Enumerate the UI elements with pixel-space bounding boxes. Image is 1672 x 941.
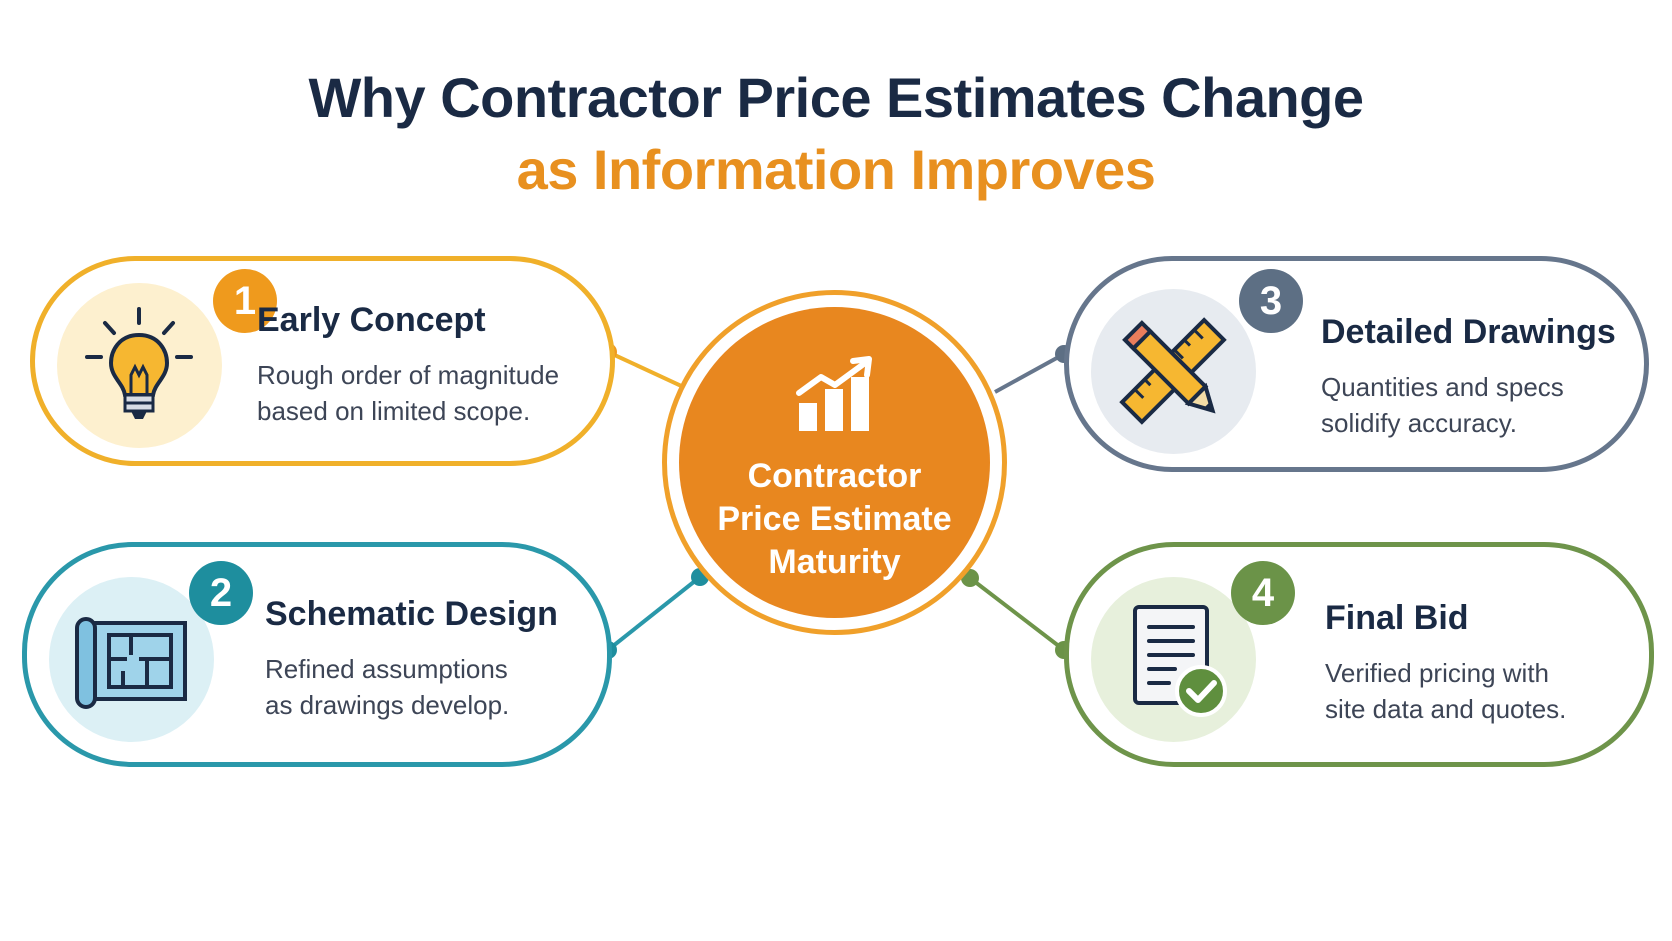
blueprint-icon <box>49 577 214 742</box>
center-label: Contractor Price Estimate Maturity <box>679 455 990 584</box>
stage-card-detailed-drawings: 3 Detailed Drawings Quantities and specs… <box>1064 256 1649 472</box>
page-title: Why Contractor Price Estimates Change <box>308 66 1364 129</box>
center-label-line: Price Estimate <box>717 500 952 538</box>
connector-2 <box>606 575 702 652</box>
stage-title: Detailed Drawings <box>1321 313 1616 351</box>
stage-card-final-bid: 4 Final Bid Verified pricing with site d… <box>1064 542 1654 767</box>
title-block: Why Contractor Price Estimates Change as… <box>0 62 1672 206</box>
center-hub: Contractor Price Estimate Maturity <box>662 290 1007 635</box>
stage-description: Rough order of magnitude based on limite… <box>257 357 597 429</box>
stage-description-line: solidify accuracy. <box>1321 408 1518 438</box>
ruler-pencil-icon <box>1091 289 1256 454</box>
connector-3 <box>994 352 1065 394</box>
center-hub-fill: Contractor Price Estimate Maturity <box>679 307 990 618</box>
page-subtitle: as Information Improves <box>516 138 1156 201</box>
stage-description-line: Refined assumptions <box>265 654 508 684</box>
stage-description-line: as drawings develop. <box>265 690 510 720</box>
lightbulb-icon <box>57 283 222 448</box>
step-badge-3: 3 <box>1239 269 1303 333</box>
stage-title: Schematic Design <box>265 595 558 633</box>
stage-description-line: Rough order of magnitude <box>257 360 560 390</box>
stage-card-schematic-design: 2 Schematic Design Refined assumptions a… <box>22 542 612 767</box>
stage-description: Verified pricing with site data and quot… <box>1325 655 1665 727</box>
step-badge-2: 2 <box>189 561 253 625</box>
stage-description-line: based on limited scope. <box>257 396 531 426</box>
stage-description-line: Quantities and specs <box>1321 372 1564 402</box>
connector-4 <box>968 576 1066 652</box>
stage-description-line: Verified pricing with <box>1325 658 1549 688</box>
document-check-icon <box>1091 577 1256 742</box>
stage-card-early-concept: 1 Early Concept Rough order of magnitude… <box>30 256 615 466</box>
stage-description-line: site data and quotes. <box>1325 694 1567 724</box>
step-badge-4: 4 <box>1231 561 1295 625</box>
stage-description: Quantities and specs solidify accuracy. <box>1321 369 1661 441</box>
stage-description: Refined assumptions as drawings develop. <box>265 651 605 723</box>
chart-growth-icon <box>796 356 872 431</box>
stage-title: Early Concept <box>257 301 486 339</box>
stage-title: Final Bid <box>1325 599 1469 637</box>
connector-1 <box>607 350 691 392</box>
center-label-line: Contractor <box>747 457 922 495</box>
center-label-line: Maturity <box>768 543 901 581</box>
step-badge-1: 1 <box>213 269 277 333</box>
